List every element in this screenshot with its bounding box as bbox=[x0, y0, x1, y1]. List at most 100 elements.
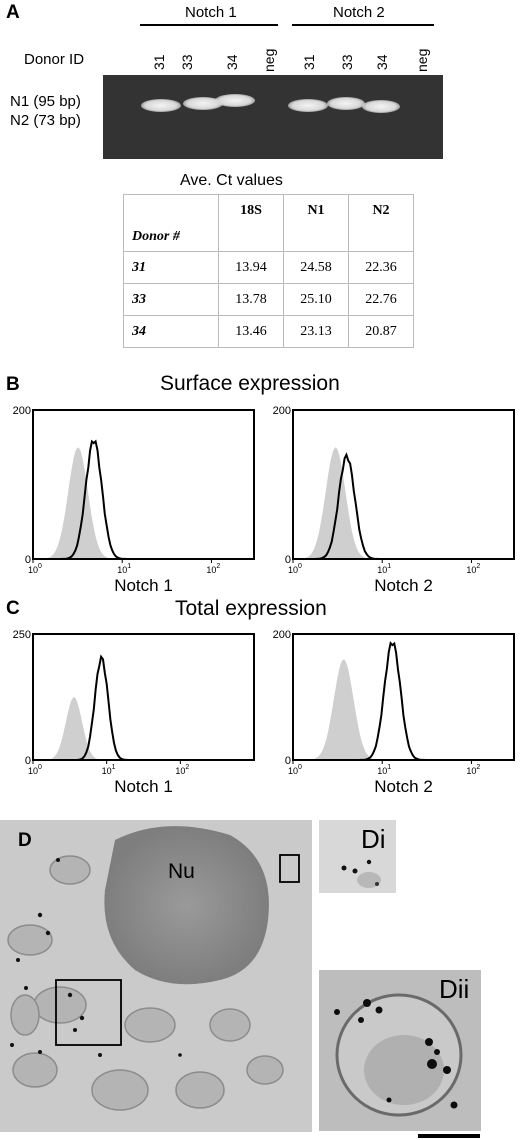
x-tick-exponent: 1 bbox=[112, 764, 116, 771]
table-cell: 23.13 bbox=[283, 315, 349, 348]
x-tick-label: 10 bbox=[466, 565, 476, 575]
panel-c-title: Total expression bbox=[175, 597, 327, 620]
y-tick-label: 200 bbox=[273, 629, 291, 641]
gel-band bbox=[183, 97, 223, 110]
table-cell: 24.58 bbox=[283, 251, 349, 284]
x-tick-exponent: 2 bbox=[185, 764, 189, 771]
x-tick-exponent: 2 bbox=[216, 563, 220, 570]
histogram-series-isotype bbox=[33, 697, 254, 760]
inset-dii-image: Dii bbox=[319, 970, 481, 1131]
x-tick-exponent: 0 bbox=[38, 764, 42, 771]
table-cell-donor: 31 bbox=[123, 251, 219, 284]
x-tick-label: 10 bbox=[206, 565, 216, 575]
x-tick-label: 10 bbox=[288, 565, 298, 575]
table-cell: 25.10 bbox=[283, 283, 349, 316]
x-tick-exponent: 1 bbox=[387, 764, 391, 771]
panel-d-letter: D bbox=[18, 830, 32, 851]
mitochondria bbox=[7, 855, 284, 1111]
gel-band bbox=[215, 94, 255, 107]
histogram-frame bbox=[32, 409, 255, 560]
panel-a-letter: A bbox=[6, 2, 20, 23]
histogram-series-isotype bbox=[293, 447, 514, 559]
table-cell: 13.94 bbox=[218, 251, 284, 284]
x-tick-label: 10 bbox=[117, 565, 127, 575]
inset-di-image: Di bbox=[319, 820, 396, 893]
table-cell: 22.76 bbox=[348, 283, 414, 316]
table-row: 34 13.46 23.13 20.87 bbox=[123, 315, 414, 348]
lane-label: 31 bbox=[301, 54, 317, 70]
inset-di-label: Di bbox=[361, 824, 386, 854]
table-cell-donor: 33 bbox=[123, 283, 219, 316]
lane-label: neg bbox=[414, 48, 430, 72]
gold-particles-inset bbox=[334, 999, 458, 1109]
inset-di-texture bbox=[319, 820, 396, 893]
table-cell: 13.46 bbox=[218, 315, 284, 348]
x-tick-label: 10 bbox=[28, 565, 38, 575]
x-tick-label: 10 bbox=[377, 766, 387, 776]
x-tick-label: 10 bbox=[466, 766, 476, 776]
x-tick-exponent: 2 bbox=[476, 563, 480, 570]
nucleus bbox=[104, 826, 269, 985]
table-cell: 22.36 bbox=[348, 251, 414, 284]
panel-b-letter: B bbox=[6, 374, 20, 395]
table-row: 31 13.94 24.58 22.36 bbox=[123, 251, 414, 284]
table-cell-donor: 34 bbox=[123, 315, 219, 348]
histogram-series-isotype bbox=[33, 447, 254, 559]
gel-band bbox=[362, 100, 400, 113]
notch2-group-line bbox=[292, 24, 434, 26]
notch2-group-label: Notch 2 bbox=[333, 4, 385, 21]
inset-dii-texture bbox=[319, 970, 481, 1131]
table-header-18s: 18S bbox=[218, 194, 284, 252]
table-cell: 20.87 bbox=[348, 315, 414, 348]
gel-band bbox=[141, 99, 181, 112]
x-tick-label: 10 bbox=[175, 766, 185, 776]
scale-bar bbox=[418, 1134, 480, 1138]
x-axis-label: Notch 1 bbox=[114, 576, 173, 595]
y-tick-label: 0 bbox=[25, 755, 31, 767]
table-header-n2: N2 bbox=[348, 194, 414, 252]
y-tick-label: 0 bbox=[285, 554, 291, 566]
lane-label: 34 bbox=[224, 54, 240, 70]
x-tick-exponent: 1 bbox=[127, 563, 131, 570]
y-tick-label: 250 bbox=[13, 629, 31, 641]
lane-label: 33 bbox=[179, 54, 195, 70]
notch1-group-line bbox=[140, 24, 278, 26]
gel-band bbox=[288, 99, 328, 112]
x-tick-label: 10 bbox=[28, 766, 38, 776]
lane-label: 31 bbox=[151, 54, 167, 70]
histogram-frame bbox=[292, 633, 515, 761]
band-label-n2: N2 (73 bp) bbox=[10, 112, 81, 129]
micrograph-texture bbox=[0, 820, 312, 1132]
histogram-series-isotype bbox=[293, 659, 514, 760]
table-header-donor: Donor # bbox=[123, 194, 219, 252]
gel-band bbox=[327, 97, 365, 110]
x-tick-exponent: 0 bbox=[298, 764, 302, 771]
y-tick-label: 0 bbox=[285, 755, 291, 767]
panel-c-letter: C bbox=[6, 598, 20, 619]
histogram-frame bbox=[292, 409, 515, 560]
x-tick-exponent: 2 bbox=[476, 764, 480, 771]
lane-label: 34 bbox=[374, 54, 390, 70]
nucleus-label: Nu bbox=[168, 860, 195, 883]
inset-dii-label: Dii bbox=[439, 974, 470, 1004]
donor-id-label: Donor ID bbox=[24, 51, 85, 68]
y-tick-label: 200 bbox=[13, 405, 31, 417]
x-tick-exponent: 0 bbox=[298, 563, 302, 570]
x-axis-label: Notch 1 bbox=[114, 777, 173, 796]
band-label-n1: N1 (95 bp) bbox=[10, 93, 81, 110]
x-tick-label: 10 bbox=[377, 565, 387, 575]
gold-particles bbox=[10, 858, 182, 1057]
y-tick-label: 0 bbox=[25, 554, 31, 566]
x-axis-label: Notch 2 bbox=[374, 576, 433, 595]
x-tick-label: 10 bbox=[288, 766, 298, 776]
ct-values-table: Donor # 18S N1 N2 31 13.94 24.58 22.36 3… bbox=[123, 194, 414, 348]
x-axis-label: Notch 2 bbox=[374, 777, 433, 796]
inset-box-dii bbox=[55, 979, 122, 1046]
histogram-frame bbox=[32, 633, 255, 761]
x-tick-exponent: 0 bbox=[38, 563, 42, 570]
x-tick-label: 10 bbox=[102, 766, 112, 776]
pcr-gel-image bbox=[103, 75, 443, 159]
